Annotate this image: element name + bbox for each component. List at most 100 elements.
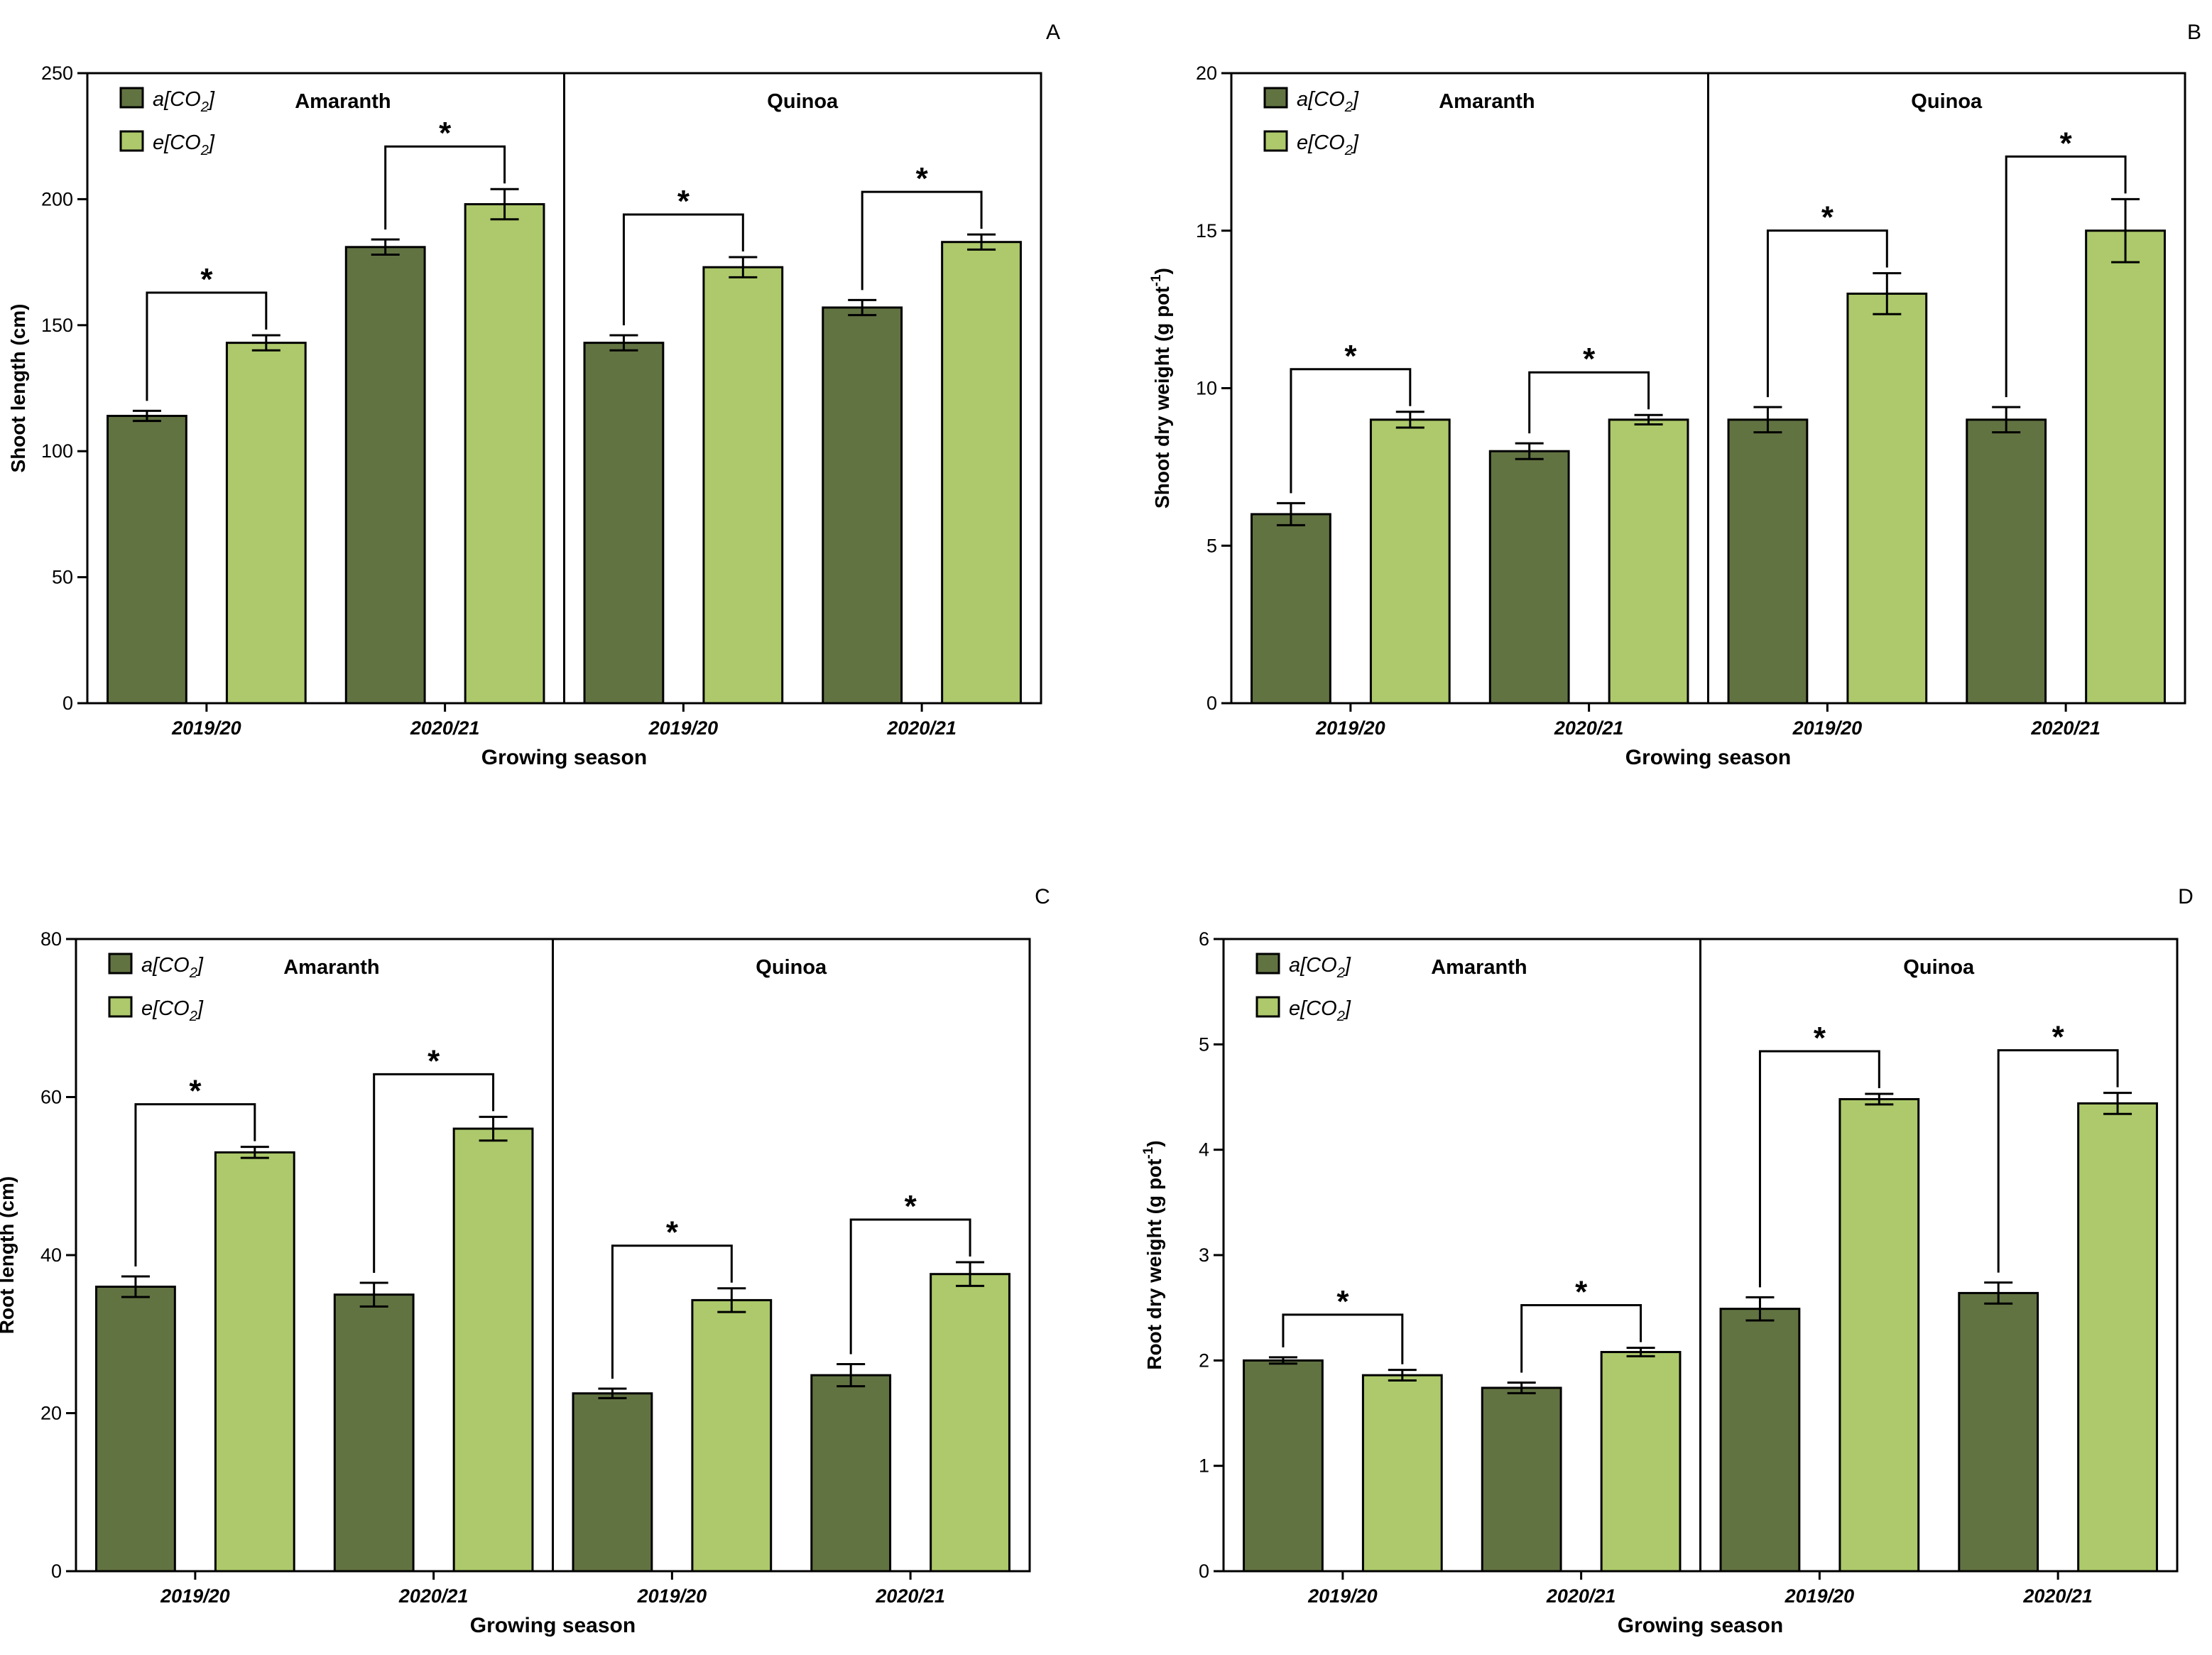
significance-bracket	[1997, 1049, 2119, 1273]
significance-star: *	[905, 1189, 917, 1224]
y-axis-label: Root length (cm)	[0, 1176, 18, 1334]
significance-star: *	[666, 1215, 679, 1250]
significance-bracket	[861, 190, 983, 291]
bar-ambient-co2-3	[1719, 1308, 1801, 1573]
group-label-amaranth: Amaranth	[1431, 956, 1527, 979]
bar-elevated-co2-1	[1361, 1374, 1443, 1573]
y-tick-label: 0	[51, 1561, 62, 1582]
y-tick-label: 150	[41, 315, 73, 336]
legend-elevated-label: e[CO2]	[1297, 131, 1359, 158]
x-tick-label: 2020/21	[1554, 717, 1624, 739]
y-tick-label: 250	[41, 63, 73, 84]
significance-bracket	[1766, 229, 1888, 398]
bar-ambient-co2-3	[1727, 418, 1809, 705]
bar-elevated-co2-2	[464, 202, 545, 705]
legend-ambient-label: a[CO2]	[1297, 88, 1359, 115]
x-axis-label: Growing season	[481, 746, 647, 769]
significance-bracket	[2005, 155, 2127, 398]
y-tick-label: 1	[1199, 1455, 1209, 1477]
group-label-quinoa: Quinoa	[756, 956, 827, 979]
legend-bracket: ]	[1343, 997, 1351, 1020]
bar-elevated-co2-4	[2085, 229, 2166, 705]
y-axis-label: Root dry weight (g pot-1)	[1141, 1140, 1165, 1369]
y-tick-label: 60	[40, 1087, 62, 1108]
bar-elevated-co2-3	[691, 1298, 773, 1573]
legend-subscript: 2	[1336, 1009, 1345, 1024]
x-tick-label: 2019/20	[1307, 1585, 1378, 1607]
bar-elevated-co2-1	[225, 342, 307, 705]
legend-ambient-swatch	[1263, 87, 1288, 109]
significance-bracket	[1520, 1304, 1642, 1373]
panel-letter: C	[1035, 885, 1050, 908]
bar-ambient-co2-2	[344, 246, 426, 705]
bar-ambient-co2-1	[95, 1286, 176, 1573]
x-tick-label: 2020/21	[886, 717, 957, 739]
significance-star: *	[1575, 1275, 1588, 1310]
significance-star: *	[439, 116, 452, 151]
y-tick-label: 80	[40, 928, 62, 950]
x-tick-label: 2019/20	[1792, 717, 1863, 739]
x-tick-label: 2019/20	[160, 1585, 230, 1607]
x-axis-label: Growing season	[1625, 746, 1791, 769]
bar-elevated-co2-1	[1369, 418, 1451, 705]
significance-star: *	[1583, 342, 1596, 376]
significance-bracket	[1528, 371, 1650, 434]
bar-ambient-co2-4	[810, 1374, 892, 1573]
significance-bracket	[622, 213, 744, 325]
bar-elevated-co2-4	[2077, 1102, 2158, 1573]
x-axis-label: Growing season	[1618, 1614, 1783, 1637]
x-tick-label: 2019/20	[648, 717, 719, 739]
y-tick-label: 20	[40, 1403, 62, 1424]
bar-elevated-co2-4	[941, 241, 1022, 705]
significance-star: *	[916, 161, 929, 196]
panel-letter: D	[2178, 885, 2194, 908]
significance-bracket	[384, 145, 506, 230]
bar-elevated-co2-3	[1846, 292, 1928, 705]
legend-elevated-swatch	[1263, 130, 1288, 152]
legend-ambient-swatch	[119, 87, 144, 109]
significance-star: *	[1821, 200, 1834, 235]
bar-elevated-co2-2	[1600, 1350, 1682, 1573]
bar-ambient-co2-1	[107, 415, 187, 705]
legend-subscript: 2	[200, 143, 209, 158]
y-tick-label: 2	[1199, 1350, 1209, 1371]
y-tick-label: 20	[1196, 63, 1217, 84]
legend-subscript: 2	[1344, 143, 1353, 158]
legend-bracket: ]	[207, 88, 215, 111]
legend-subscript: 2	[189, 1009, 197, 1024]
significance-star: *	[1814, 1021, 1826, 1056]
y-axis-label-superscript: -1	[1141, 1146, 1156, 1158]
y-tick-label: 6	[1199, 928, 1209, 950]
y-tick-label: 0	[62, 693, 73, 714]
chart-panel-b: B 0 5 10 15 20 Shoot dry weight (g pot-1) * 2019…	[1149, 21, 2201, 769]
legend-elevated-label: e[CO2]	[153, 131, 215, 158]
y-tick-label: 5	[1206, 535, 1217, 556]
legend-bracket: ]	[207, 131, 215, 154]
legend-subscript: 2	[200, 99, 209, 115]
legend-elevated-label: e[CO2]	[141, 997, 204, 1024]
significance-bracket	[146, 291, 268, 401]
significance-bracket	[849, 1218, 971, 1355]
significance-bracket	[1290, 368, 1412, 494]
legend-elevated-swatch	[119, 130, 144, 152]
bar-ambient-co2-1	[1251, 513, 1331, 705]
y-tick-label: 50	[52, 567, 73, 588]
bar-ambient-co2-3	[583, 342, 665, 705]
significance-star: *	[2052, 1020, 2065, 1055]
y-tick-label: 5	[1199, 1033, 1209, 1055]
bar-elevated-co2-3	[1838, 1097, 1920, 1573]
y-tick-label: 15	[1196, 220, 1217, 242]
chart-panel-d: D 0 1 2 3 4 5 6 Root dry weight (g pot-1) * 2019/2…	[1141, 885, 2194, 1637]
legend-bracket: ]	[1343, 954, 1351, 977]
bar-ambient-co2-2	[333, 1293, 415, 1573]
y-axis-label-superscript: -1	[1149, 274, 1164, 286]
legend-bracket: ]	[1351, 131, 1359, 154]
significance-bracket	[373, 1073, 495, 1273]
bar-ambient-co2-1	[1243, 1359, 1324, 1573]
legend-elevated-swatch	[1255, 996, 1280, 1018]
legend-subscript: 2	[189, 965, 197, 981]
y-axis-label: Shoot length (cm)	[7, 304, 29, 473]
y-axis-label-tail: )	[1151, 268, 1173, 274]
chart-panel-c: C 0 20 40 60 80 Root length (cm) * 2019/20 * 2020/…	[0, 885, 1050, 1637]
